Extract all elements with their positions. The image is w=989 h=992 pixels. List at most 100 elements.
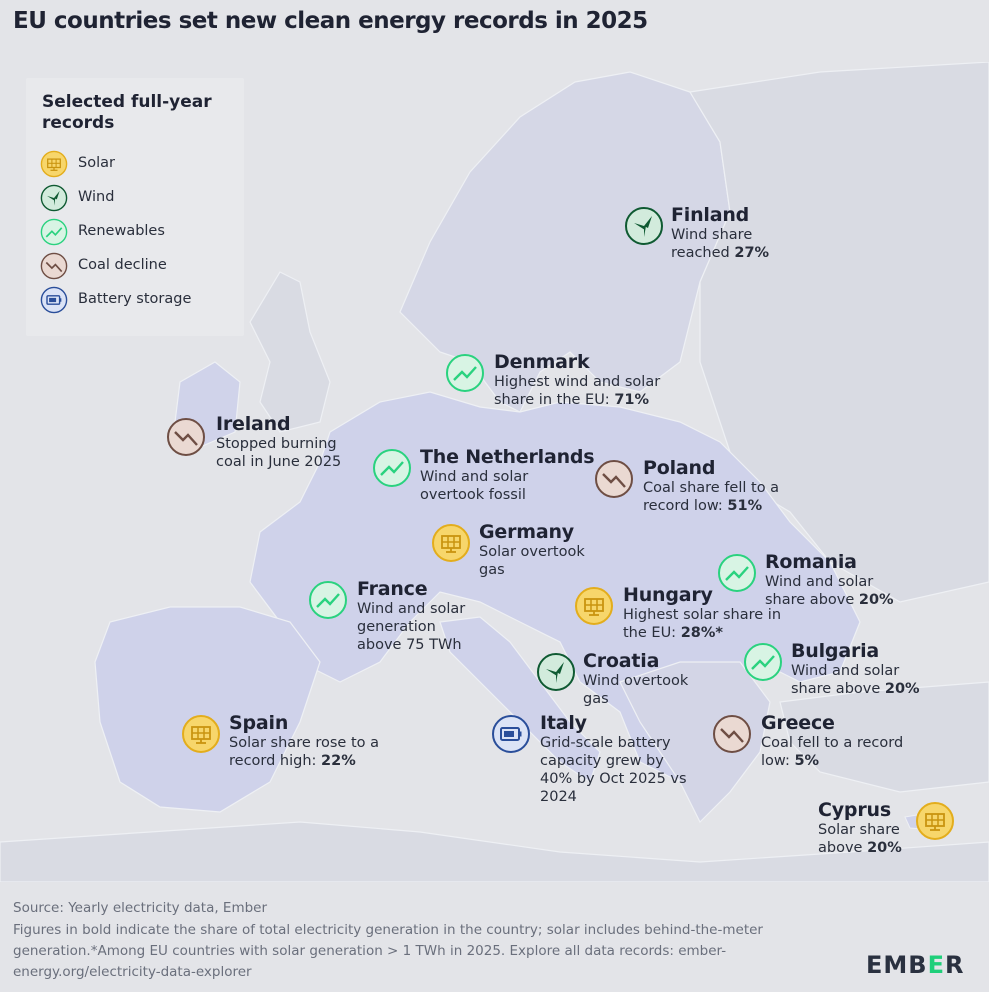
callout-romania: Romania Wind and solar share above 20% bbox=[765, 552, 989, 609]
logo-text: EMBER bbox=[866, 951, 965, 979]
callout-croatia: Croatia Wind overtook gas bbox=[583, 651, 823, 708]
trend-down-icon bbox=[40, 252, 68, 280]
legend-label: Battery storage bbox=[78, 291, 192, 307]
solar-panel-icon bbox=[915, 801, 955, 841]
callout-france: France Wind and solar generation above 7… bbox=[357, 579, 597, 654]
legend-label: Coal decline bbox=[78, 257, 167, 273]
marker-croatia bbox=[536, 652, 576, 692]
footnotes: Figures in bold indicate the share of to… bbox=[13, 922, 763, 980]
source-note: Source: Yearly electricity data, Ember bbox=[13, 900, 268, 916]
country-desc: Solar overtook gas bbox=[479, 544, 585, 578]
country-desc: Wind and solar overtook fossil bbox=[420, 469, 529, 503]
callout-bulgaria: Bulgaria Wind and solar share above 20% bbox=[791, 641, 989, 698]
country-name: Denmark bbox=[494, 351, 590, 373]
country-name: Finland bbox=[671, 204, 750, 226]
legend-item-solar: Solar bbox=[40, 150, 240, 178]
solar-panel-icon bbox=[431, 523, 471, 563]
country-name: Croatia bbox=[583, 650, 660, 672]
trend-down-icon bbox=[712, 714, 752, 754]
map-uk bbox=[249, 271, 331, 433]
country-desc: Wind and solar share above 20% bbox=[765, 574, 894, 608]
marker-italy bbox=[491, 714, 531, 754]
marker-france bbox=[308, 580, 348, 620]
callout-netherlands: The Netherlands Wind and solar overtook … bbox=[420, 447, 660, 504]
callout-ireland: Ireland Stopped burning coal in June 202… bbox=[216, 414, 456, 471]
trend-down-icon bbox=[166, 417, 206, 457]
country-desc: Highest wind and solar share in the EU: … bbox=[494, 374, 661, 408]
country-name: Cyprus bbox=[818, 799, 891, 821]
marker-bulgaria bbox=[743, 642, 783, 682]
country-desc: Wind and solar share above 20% bbox=[791, 663, 920, 697]
country-desc: Highest solar share in the EU: 28%* bbox=[623, 607, 782, 641]
map-iberia bbox=[94, 606, 321, 813]
country-desc: Grid-scale battery capacity grew by 40% … bbox=[540, 735, 687, 805]
country-desc: Coal share fell to a record low: 51% bbox=[643, 480, 780, 514]
ember-logo: EMBER bbox=[866, 952, 972, 978]
country-name: France bbox=[357, 578, 428, 600]
marker-spain bbox=[181, 714, 221, 754]
country-name: Greece bbox=[761, 712, 835, 734]
legend-title: Selected full-year records bbox=[42, 92, 212, 133]
trend-up-icon bbox=[445, 353, 485, 393]
marker-netherlands bbox=[372, 448, 412, 488]
country-desc: Solar share above 20% bbox=[818, 822, 902, 856]
country-desc: Wind overtook gas bbox=[583, 673, 689, 707]
callout-finland: Finland Wind share reached 27% bbox=[671, 205, 911, 262]
wind-turbine-icon bbox=[624, 206, 664, 246]
trend-up-icon bbox=[308, 580, 348, 620]
marker-ireland bbox=[166, 417, 206, 457]
country-desc: Stopped burning coal in June 2025 bbox=[216, 436, 342, 470]
trend-down-icon bbox=[594, 459, 634, 499]
map-balkans bbox=[619, 661, 771, 824]
country-name: Romania bbox=[765, 551, 857, 573]
legend-label: Renewables bbox=[78, 223, 165, 239]
country-name: The Netherlands bbox=[420, 446, 595, 468]
country-desc: Wind share reached 27% bbox=[671, 227, 770, 261]
country-name: Hungary bbox=[623, 584, 713, 606]
trend-up-icon bbox=[40, 218, 68, 246]
solar-panel-icon bbox=[40, 150, 68, 178]
callout-hungary: Hungary Highest solar share in the EU: 2… bbox=[623, 585, 863, 642]
legend-label: Solar bbox=[78, 155, 115, 171]
legend-item-battery: Battery storage bbox=[40, 286, 240, 314]
map-turkey bbox=[779, 681, 989, 793]
battery-icon bbox=[40, 286, 68, 314]
marker-greece bbox=[712, 714, 752, 754]
marker-poland bbox=[594, 459, 634, 499]
country-name: Germany bbox=[479, 521, 574, 543]
marker-romania bbox=[717, 553, 757, 593]
legend: Selected full-year records Solar Wind Re… bbox=[26, 78, 244, 336]
trend-up-icon bbox=[717, 553, 757, 593]
marker-denmark bbox=[445, 353, 485, 393]
page-title: EU countries set new clean energy record… bbox=[13, 8, 648, 34]
legend-label: Wind bbox=[78, 189, 115, 205]
country-name: Ireland bbox=[216, 413, 291, 435]
trend-up-icon bbox=[372, 448, 412, 488]
country-desc: Solar share rose to a record high: 22% bbox=[229, 735, 380, 769]
map-scandinavia bbox=[399, 71, 731, 413]
trend-up-icon bbox=[743, 642, 783, 682]
callout-germany: Germany Solar overtook gas bbox=[479, 522, 719, 579]
legend-item-coal: Coal decline bbox=[40, 252, 240, 280]
country-name: Poland bbox=[643, 457, 716, 479]
country-name: Italy bbox=[540, 712, 587, 734]
marker-cyprus bbox=[915, 801, 955, 841]
country-name: Bulgaria bbox=[791, 640, 880, 662]
callout-denmark: Denmark Highest wind and solar share in … bbox=[494, 352, 734, 409]
country-name: Spain bbox=[229, 712, 289, 734]
country-desc: Wind and solar generation above 75 TWh bbox=[357, 601, 466, 653]
legend-item-wind: Wind bbox=[40, 184, 240, 212]
country-desc: Coal fell to a record low: 5% bbox=[761, 735, 904, 769]
marker-hungary bbox=[574, 586, 614, 626]
marker-finland bbox=[624, 206, 664, 246]
callout-spain: Spain Solar share rose to a record high:… bbox=[229, 713, 469, 770]
callout-poland: Poland Coal share fell to a record low: … bbox=[643, 458, 883, 515]
map-north-africa bbox=[0, 821, 989, 882]
callout-italy: Italy Grid-scale battery capacity grew b… bbox=[540, 713, 780, 806]
callout-greece: Greece Coal fell to a record low: 5% bbox=[761, 713, 989, 770]
europe-map bbox=[0, 62, 989, 882]
wind-turbine-icon bbox=[40, 184, 68, 212]
marker-germany bbox=[431, 523, 471, 563]
battery-icon bbox=[491, 714, 531, 754]
solar-panel-icon bbox=[181, 714, 221, 754]
